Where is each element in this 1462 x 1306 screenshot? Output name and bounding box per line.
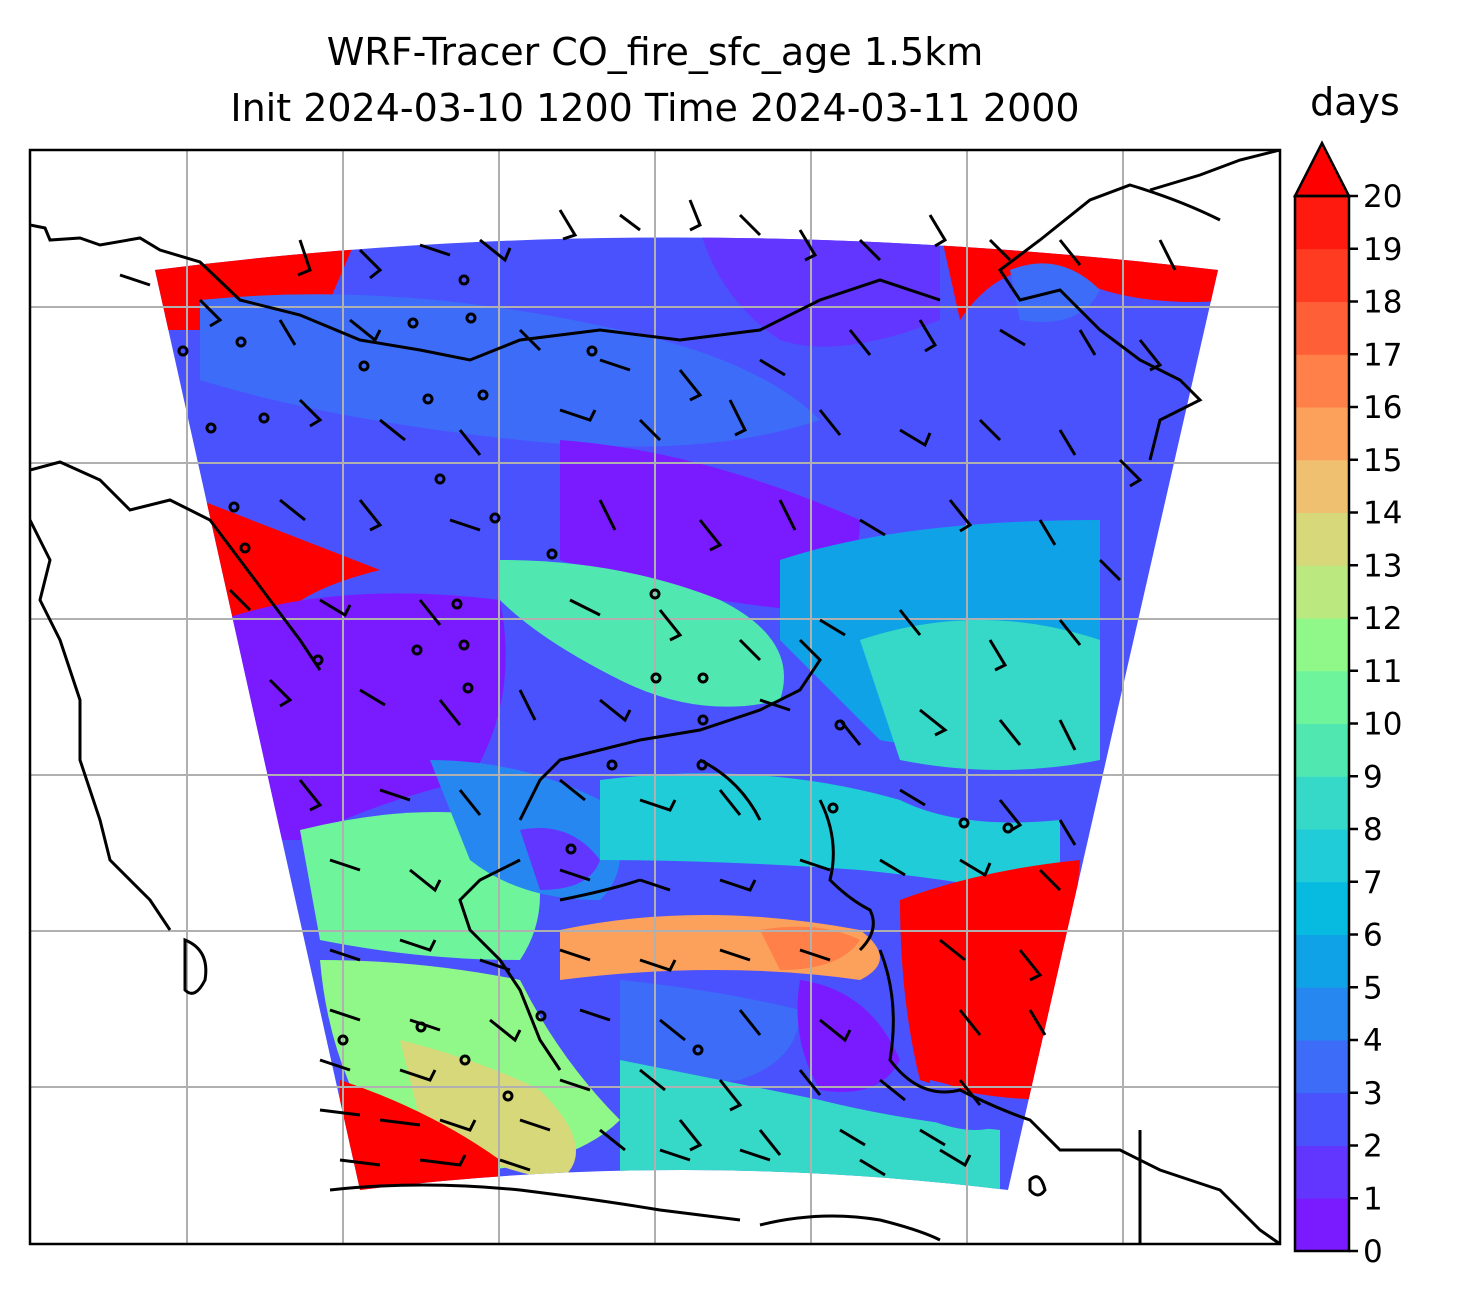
colorbar-band [1295,1145,1349,1199]
colorbar-band [1295,776,1349,830]
colorbar-tick-label: 2 [1363,1129,1383,1165]
colorbar-tick-label: 0 [1363,1234,1383,1270]
colorbar-band [1295,565,1349,619]
colorbar-band [1295,670,1349,724]
colorbar-tick-label: 1 [1363,1181,1383,1217]
colorbar-tick-label: 16 [1363,390,1402,426]
gridlines [30,150,1280,1244]
colorbar-band [1295,301,1349,355]
colorbar-band [1295,248,1349,302]
colorbar-tick-label: 12 [1363,601,1402,637]
colorbar-band [1295,987,1349,1041]
colorbar-tick-label: 14 [1363,496,1402,532]
colorbar-band [1295,1198,1349,1252]
colorbar-band [1295,934,1349,988]
colorbar-band [1295,1092,1349,1146]
colorbar-band [1295,196,1349,250]
colorbar-tick-label: 7 [1363,865,1383,901]
colorbar-band [1295,1040,1349,1094]
colorbar-tick-label: 19 [1363,232,1402,268]
map-frame [28,148,1282,1246]
colorbar-tick-label: 8 [1363,812,1383,848]
colorbar-band [1295,354,1349,408]
colorbar-tick-label: 11 [1363,654,1402,690]
colorbar-tick-label: 3 [1363,1076,1383,1112]
colorbar-tick-label: 13 [1363,548,1402,584]
colorbar-tick-label: 10 [1363,707,1402,743]
colorbar-bands [1295,196,1349,1252]
plot-title-line2: Init 2024-03-10 1200 Time 2024-03-11 200… [230,86,1080,130]
map-axes [30,150,1280,1244]
colorbar-tick-label: 4 [1363,1023,1383,1059]
colorbar-band [1295,407,1349,461]
colorbar-tick-label: 9 [1363,759,1383,795]
colorbar-tick-label: 20 [1363,179,1402,215]
plot-title-line1: WRF-Tracer CO_fire_sfc_age 1.5km [326,30,984,74]
colorbar-tick-label: 18 [1363,285,1402,321]
calm-wind-markers [177,274,1014,1102]
colorbar-band [1295,618,1349,672]
colorbar-band [1295,881,1349,935]
colorbar-extend-arrow [1292,140,1352,198]
colorbar-unit-label: days [1310,80,1400,124]
colorbar-band [1295,829,1349,883]
colorbar-band [1295,459,1349,513]
colorbar-tick-label: 6 [1363,918,1383,954]
colorbar-band [1295,512,1349,566]
coastlines [30,150,1280,1244]
colorbar-tick-label: 17 [1363,337,1402,373]
colorbar-tick-label: 15 [1363,443,1402,479]
colorbar-band [1295,723,1349,777]
colorbar-tick-label: 5 [1363,970,1383,1006]
